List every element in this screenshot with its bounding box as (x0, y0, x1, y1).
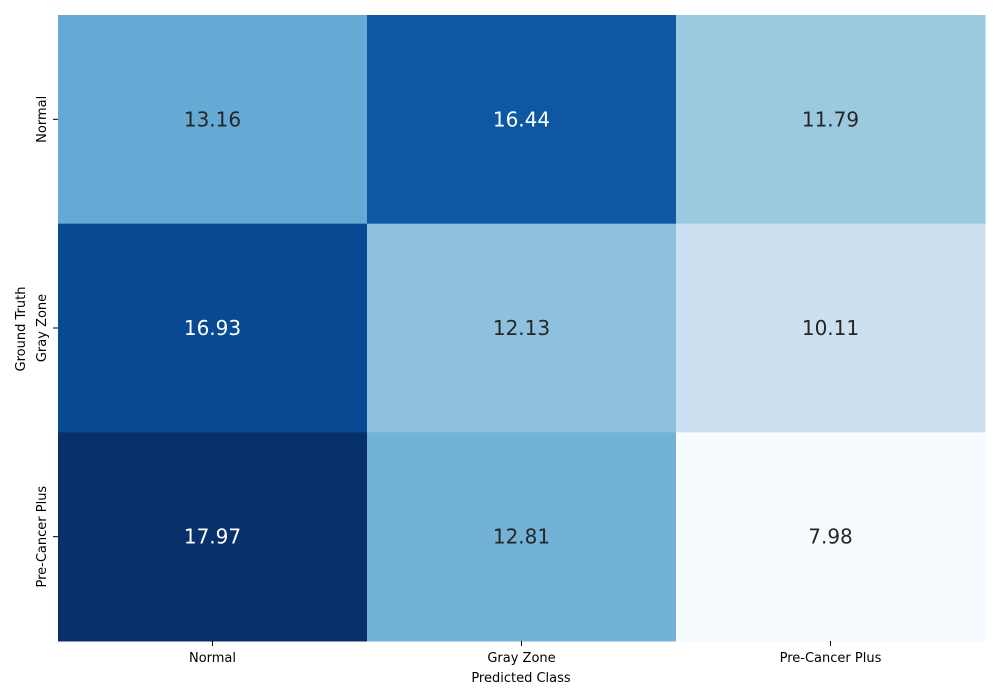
heatmap-cell-r2-c1 (367, 432, 677, 642)
heatmap-cell-r1-c1 (367, 223, 677, 433)
heatmap-cell-r2-c0 (58, 432, 368, 642)
cell-value-r1-c1: 12.13 (493, 316, 550, 340)
heatmap-cell-r1-c2 (676, 223, 986, 433)
cell-value-labels: 13.16 16.44 11.79 16.93 12.13 10.11 17.97 12.81… (184, 107, 859, 548)
heatmap-cells (58, 15, 986, 642)
y-tick-label-1: Gray Zone (35, 294, 50, 362)
x-tick-label-1: Gray Zone (487, 651, 555, 666)
cell-value-r0-c1: 16.44 (493, 107, 550, 131)
x-tick-label-0: Normal (189, 651, 236, 666)
y-tick-label-2: Pre-Cancer Plus (35, 486, 50, 588)
cell-value-r1-c2: 10.11 (802, 316, 859, 340)
heatmap-cell-r0-c1 (367, 15, 677, 225)
cell-value-r0-c2: 11.79 (802, 107, 859, 131)
x-axis-ticks: Normal Gray Zone Pre-Cancer Plus (189, 641, 882, 666)
x-axis-label: Predicted Class (471, 671, 571, 686)
y-tick-label-0: Normal (35, 96, 50, 143)
cell-value-r2-c2: 7.98 (808, 525, 853, 549)
y-axis-label: Ground Truth (14, 287, 29, 372)
cell-value-r1-c0: 16.93 (184, 316, 241, 340)
heatmap-cell-r0-c2 (676, 15, 986, 225)
heatmap-cell-r0-c0 (58, 15, 368, 225)
heatmap-cell-r2-c2 (676, 432, 986, 642)
y-axis-ticks: Normal Gray Zone Pre-Cancer Plus (35, 96, 58, 588)
heatmap-cell-r1-c0 (58, 223, 368, 433)
cell-value-r0-c0: 13.16 (184, 107, 241, 131)
x-tick-label-2: Pre-Cancer Plus (780, 651, 882, 666)
cell-value-r2-c1: 12.81 (493, 525, 550, 549)
cell-value-r2-c0: 17.97 (184, 525, 241, 549)
